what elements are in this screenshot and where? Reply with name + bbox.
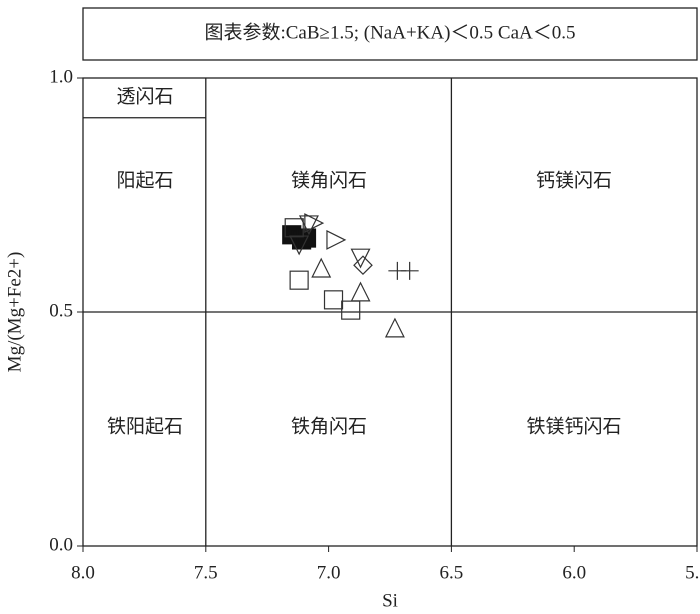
data-point bbox=[311, 257, 332, 278]
y-axis-title: Mg/(Mg+Fe2+) bbox=[4, 252, 25, 373]
data-point bbox=[323, 290, 344, 310]
data-point bbox=[289, 270, 309, 290]
data-point bbox=[353, 255, 373, 276]
title-box bbox=[82, 7, 698, 61]
chart-title: 图表参数:CaB≥1.5; (NaA+KA)＜0.5 CaA＜0.5 bbox=[204, 21, 575, 43]
field-label: 铁阳起石 bbox=[107, 415, 183, 437]
field-label: 阳起石 bbox=[116, 169, 173, 191]
data-point bbox=[341, 300, 361, 320]
data-point bbox=[289, 235, 310, 256]
data-point bbox=[384, 317, 405, 338]
field-label: 镁角闪石 bbox=[291, 169, 367, 191]
x-axis-title: Si bbox=[382, 590, 398, 611]
x-tick-label: 6.0 bbox=[562, 562, 586, 583]
x-tick-label: 7.0 bbox=[317, 562, 341, 583]
data-point bbox=[350, 281, 371, 302]
field-label: 透闪石 bbox=[116, 85, 173, 107]
field-label: 钙镁闪石 bbox=[536, 169, 612, 191]
field-label: 铁角闪石 bbox=[291, 415, 367, 437]
data-point bbox=[304, 213, 325, 234]
data-point bbox=[400, 261, 419, 280]
y-tick-label: 0.5 bbox=[49, 300, 73, 321]
y-tick-label: 0.0 bbox=[49, 534, 73, 555]
x-tick-label: 6.5 bbox=[440, 562, 464, 583]
data-point bbox=[284, 218, 304, 238]
x-tick-label: 5.5 bbox=[685, 562, 700, 583]
data-point bbox=[326, 229, 347, 250]
y-tick-label: 1.0 bbox=[49, 66, 73, 87]
field-label: 铁镁钙闪石 bbox=[526, 415, 621, 437]
x-tick-label: 8.0 bbox=[71, 562, 95, 583]
x-tick-label: 7.5 bbox=[194, 562, 218, 583]
